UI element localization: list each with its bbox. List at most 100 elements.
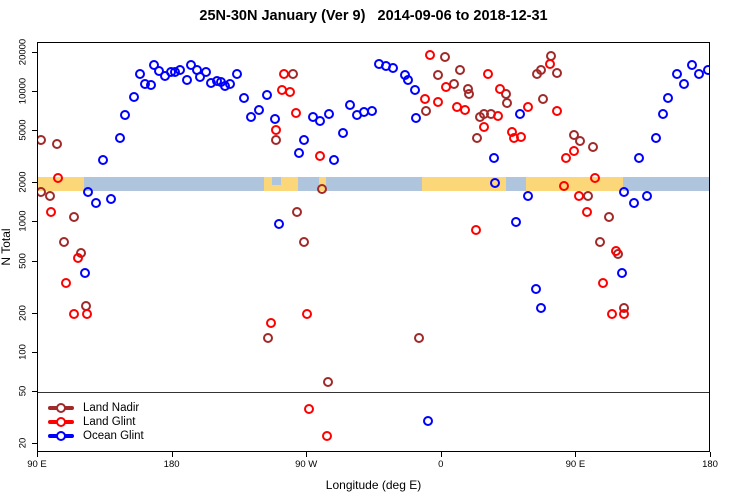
scatter-point-land-nadir [463,88,474,99]
scatter-point-ocean-glint [387,63,398,74]
scatter-point-ocean-glint [273,219,284,229]
scatter-point-land-glint [558,180,569,191]
y-tick-label: 100 [17,343,29,360]
scatter-point-land-glint [618,308,629,319]
band-land-segment [421,177,506,191]
scatter-point-ocean-glint [366,106,377,117]
scatter-point-ocean-glint [314,115,325,126]
scatter-point-land-glint [482,68,493,79]
scatter-point-ocean-glint [82,187,93,198]
scatter-point-land-nadir [471,133,482,144]
scatter-point-land-nadir [51,138,62,149]
scatter-point-ocean-glint [253,105,264,116]
x-tick-mark [440,452,442,457]
scatter-point-ocean-glint [409,85,420,96]
scatter-point-land-nadir [432,70,443,81]
scatter-point-ocean-glint [224,78,235,89]
y-tick-label: 5000 [17,119,29,141]
scatter-point-land-glint [459,104,470,115]
scatter-point-land-nadir [594,237,605,248]
legend-item: Land Glint [48,415,144,429]
scatter-point-ocean-glint [120,110,131,121]
scatter-point-ocean-glint [79,267,90,278]
scatter-point-land-nadir [69,211,80,222]
scatter-point-land-glint [82,308,93,319]
y-tick-mark [32,90,37,92]
scatter-point-ocean-glint [671,68,682,79]
x-tick-label: 0 [438,459,444,470]
band-ocean-segment [297,177,319,191]
scatter-point-land-glint [522,102,533,113]
scatter-point-land-nadir [568,129,579,140]
scatter-point-land-glint [560,153,571,164]
scatter-point-ocean-glint [174,64,185,75]
scatter-point-land-nadir [501,98,512,109]
scatter-point-land-glint [419,94,430,105]
scatter-point-ocean-glint [269,113,280,124]
scatter-point-ocean-glint [238,92,249,103]
x-tick-label: 90 W [295,459,318,470]
scatter-point-ocean-glint [91,198,102,209]
legend-item: Ocean Glint [48,429,144,443]
scatter-point-ocean-glint [344,100,355,111]
scatter-point-ocean-glint [261,89,272,100]
scatter-point-land-nadir [44,190,55,201]
legend-marker-icon [48,417,74,427]
scatter-point-land-glint [53,172,64,183]
scatter-point-ocean-glint [323,109,334,120]
scatter-point-land-glint [424,50,435,61]
scatter-point-land-glint [440,82,451,93]
scatter-point-ocean-glint [616,267,627,278]
band-land-segment [38,177,84,191]
y-tick-mark [32,312,37,314]
band-ocean-segment [622,177,709,191]
x-tick-mark [171,452,173,457]
scatter-point-ocean-glint [686,60,697,71]
x-tick-mark [575,452,577,457]
band-ocean-segment [325,177,422,191]
scatter-point-land-glint [551,106,562,117]
scatter-point-ocean-glint [702,64,709,75]
scatter-point-ocean-glint [510,217,521,228]
scatter-point-land-nadir [270,134,281,145]
scatter-point-ocean-glint [657,108,668,119]
scatter-point-ocean-glint [641,190,652,201]
y-tick-label: 50 [17,385,29,397]
scatter-point-ocean-glint [245,112,256,123]
scatter-point-land-glint [610,246,621,257]
scatter-point-land-glint [290,107,301,118]
scatter-point-ocean-glint [194,71,205,82]
y-tick-mark [32,443,37,444]
scatter-point-ocean-glint [422,416,433,427]
scatter-point-ocean-glint [200,66,211,77]
scatter-point-land-glint [606,308,617,319]
y-tick-mark [32,221,37,223]
scatter-point-land-glint [72,253,83,264]
scatter-point-ocean-glint [402,75,413,86]
scatter-point-land-nadir [413,332,424,343]
scatter-point-ocean-glint [129,92,139,103]
y-axis-label: N Total [0,228,13,266]
scatter-point-ocean-glint [337,128,348,139]
scatter-point-land-glint [573,190,584,201]
scatter-point-land-glint [589,172,600,183]
y-tick-mark [32,182,37,183]
scatter-point-ocean-glint [97,155,108,166]
scatter-point-ocean-glint [293,147,304,158]
scatter-point-ocean-glint [530,283,541,294]
scatter-point-ocean-glint [488,153,499,164]
scatter-point-land-nadir [59,237,70,248]
scatter-point-land-nadir [292,206,303,217]
scatter-point-ocean-glint [522,190,533,201]
scatter-point-land-nadir [537,94,548,105]
scatter-point-land-nadir [535,64,546,75]
scatter-point-land-glint [492,111,503,122]
scatter-point-land-nadir [263,332,274,343]
x-tick-mark [306,452,308,457]
scatter-point-land-glint [494,84,505,95]
scatter-point-ocean-glint [231,68,242,79]
scatter-point-land-glint [60,278,71,289]
scatter-point-ocean-glint [633,153,644,164]
scatter-point-land-glint [303,404,314,415]
